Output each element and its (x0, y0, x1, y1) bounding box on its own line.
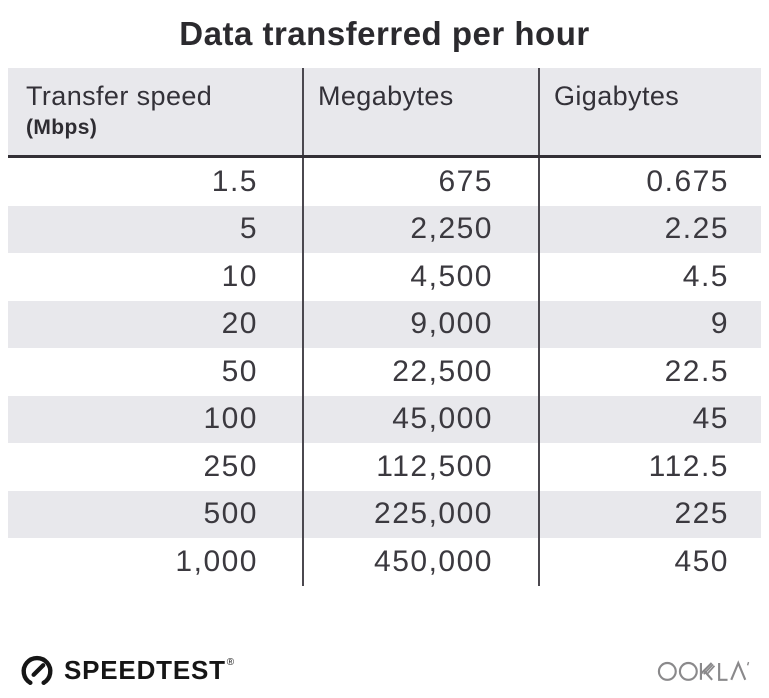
speedtest-wordmark: SPEEDTEST (64, 654, 226, 685)
cell-megabytes: 225,000 (302, 490, 538, 538)
table-header-row: Transfer speed (Mbps) Megabytes Gigabyte… (8, 68, 761, 158)
registered-trademark-mark: ® (226, 657, 235, 668)
header-label: Gigabytes (554, 81, 680, 111)
cell-megabytes: 4,500 (302, 253, 538, 301)
header-cell-megabytes: Megabytes (302, 68, 538, 155)
cell-megabytes: 112,500 (302, 443, 538, 491)
cell-transfer-speed: 20 (221, 307, 258, 341)
header-label: Transfer speed (26, 81, 213, 111)
footer: SPEEDTEST ® (18, 648, 757, 692)
cell-transfer-speed: 10 (221, 259, 258, 293)
table-row: 250 112,500 112.5 (8, 443, 761, 491)
speedtest-logo: SPEEDTEST ® (18, 651, 234, 689)
cell-megabytes: 450,000 (302, 538, 538, 586)
table-row: 100 45,000 45 (8, 395, 761, 443)
table-row: 1.5 675 0.675 (8, 158, 761, 206)
page-title: Data transferred per hour (179, 15, 590, 52)
cell-gigabytes: 450 (538, 538, 761, 586)
table-row: 1,000 450,000 450 (8, 538, 761, 586)
table-row: 10 4,500 4.5 (8, 253, 761, 301)
header-label: Megabytes (318, 81, 454, 111)
cell-megabytes: 2,250 (302, 205, 538, 253)
cell-gigabytes: 45 (538, 395, 761, 443)
header-cell-transfer-speed: Transfer speed (Mbps) (8, 68, 302, 155)
cell-transfer-speed: 1,000 (175, 544, 258, 578)
cell-megabytes: 9,000 (302, 300, 538, 348)
cell-gigabytes: 2.25 (538, 205, 761, 253)
cell-megabytes: 675 (302, 158, 538, 206)
table-row: 20 9,000 9 (8, 300, 761, 348)
cell-transfer-speed: 1.5 (211, 164, 258, 198)
table-row: 500 225,000 225 (8, 490, 761, 538)
cell-transfer-speed: 500 (203, 497, 258, 531)
cell-transfer-speed: 5 (239, 212, 258, 246)
cell-gigabytes: 22.5 (538, 348, 761, 396)
table-row: 5 2,250 2.25 (8, 205, 761, 253)
speedtest-gauge-icon (21, 655, 53, 686)
cell-gigabytes: 0.675 (538, 158, 761, 206)
header-unit-label: (Mbps) (26, 116, 98, 139)
cell-megabytes: 45,000 (302, 395, 538, 443)
table-row: 50 22,500 22.5 (8, 348, 761, 396)
cell-transfer-speed: 50 (221, 354, 258, 388)
cell-transfer-speed: 250 (203, 449, 258, 483)
header-cell-gigabytes: Gigabytes (538, 68, 761, 155)
cell-gigabytes: 112.5 (538, 443, 761, 491)
cell-transfer-speed: 100 (203, 402, 258, 436)
cell-gigabytes: 225 (538, 490, 761, 538)
ookla-logo (657, 660, 750, 681)
cell-gigabytes: 9 (538, 300, 761, 348)
cell-gigabytes: 4.5 (538, 253, 761, 301)
table-body: 1.5 675 0.675 5 2,250 2.25 10 4,500 4.5 … (8, 158, 761, 586)
cell-megabytes: 22,500 (302, 348, 538, 396)
data-table: Transfer speed (Mbps) Megabytes Gigabyte… (8, 68, 761, 586)
